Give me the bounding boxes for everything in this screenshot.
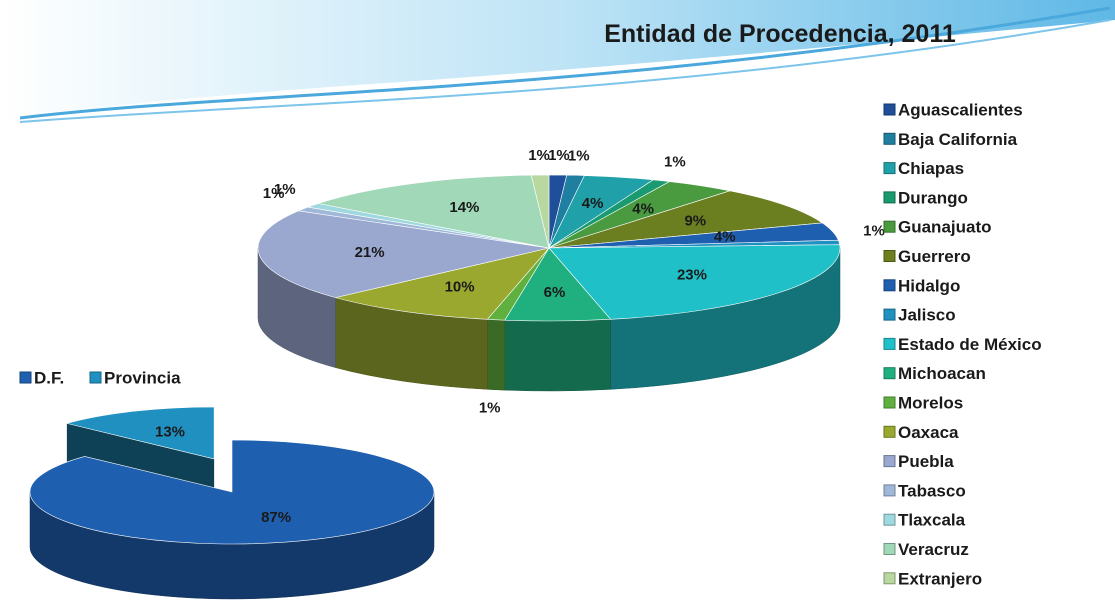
data-label: 6% xyxy=(544,284,566,301)
legend-swatch xyxy=(884,192,895,203)
data-label: 1% xyxy=(548,147,570,164)
data-label: 23% xyxy=(677,267,707,284)
data-label: 14% xyxy=(449,199,479,216)
legend-label: Durango xyxy=(898,188,968,207)
legend-swatch xyxy=(884,133,895,144)
data-label: 1% xyxy=(479,399,501,416)
chart: Entidad de Procedencia, 2011 1%1%4%1%4%9… xyxy=(0,0,1115,602)
legend-swatch xyxy=(884,514,895,525)
legend-swatch xyxy=(884,309,895,320)
data-label: 1% xyxy=(568,148,590,165)
legend-label: Hidalgo xyxy=(898,276,960,295)
legend-label: Baja California xyxy=(898,130,1018,149)
legend-swatch xyxy=(884,280,895,291)
legend-swatch xyxy=(884,251,895,262)
slice-side xyxy=(487,319,504,390)
legend-swatch xyxy=(20,372,31,383)
legend-label: Chiapas xyxy=(898,159,964,178)
legend-swatch xyxy=(884,397,895,408)
legend-swatch xyxy=(884,573,895,584)
legend-swatch xyxy=(884,426,895,437)
legend-label: D.F. xyxy=(34,368,64,387)
legend-label: Michoacan xyxy=(898,364,986,383)
data-label: 87% xyxy=(261,509,291,526)
legend-label: Veracruz xyxy=(898,540,969,559)
data-label: 9% xyxy=(684,212,706,229)
legend-swatch xyxy=(90,372,101,383)
data-label: 4% xyxy=(582,195,604,212)
data-label: 21% xyxy=(355,244,385,261)
legend-label: Tlaxcala xyxy=(898,511,966,530)
legend-label: Provincia xyxy=(104,368,181,387)
legend-swatch xyxy=(884,456,895,467)
chart-title: Entidad de Procedencia, 2011 xyxy=(604,20,956,48)
legend-label: Oaxaca xyxy=(898,423,959,442)
slice-side xyxy=(505,319,611,391)
legend-swatch xyxy=(884,163,895,174)
data-label: 13% xyxy=(155,424,185,441)
legend-swatch xyxy=(884,338,895,349)
legend-label: Jalisco xyxy=(898,306,956,325)
data-label: 1% xyxy=(274,181,296,198)
legend-label: Tabasco xyxy=(898,481,966,500)
legend-label: Estado de México xyxy=(898,335,1042,354)
legend-label: Puebla xyxy=(898,452,954,471)
legend-swatch xyxy=(884,221,895,232)
legend-swatch xyxy=(884,104,895,115)
legend-label: Aguascalientes xyxy=(898,100,1023,119)
data-label: 1% xyxy=(664,154,686,171)
data-label: 10% xyxy=(445,278,475,295)
data-label: 4% xyxy=(714,229,736,246)
data-label: 1% xyxy=(863,223,885,240)
legend-label: Morelos xyxy=(898,393,963,412)
legend-label: Guerrero xyxy=(898,247,971,266)
legend-swatch xyxy=(884,485,895,496)
data-label: 1% xyxy=(528,147,550,164)
legend-swatch xyxy=(884,544,895,555)
legend-label: Guanajuato xyxy=(898,218,992,237)
legend-swatch xyxy=(884,368,895,379)
legend-label: Extranjero xyxy=(898,569,982,588)
data-label: 4% xyxy=(632,200,654,217)
